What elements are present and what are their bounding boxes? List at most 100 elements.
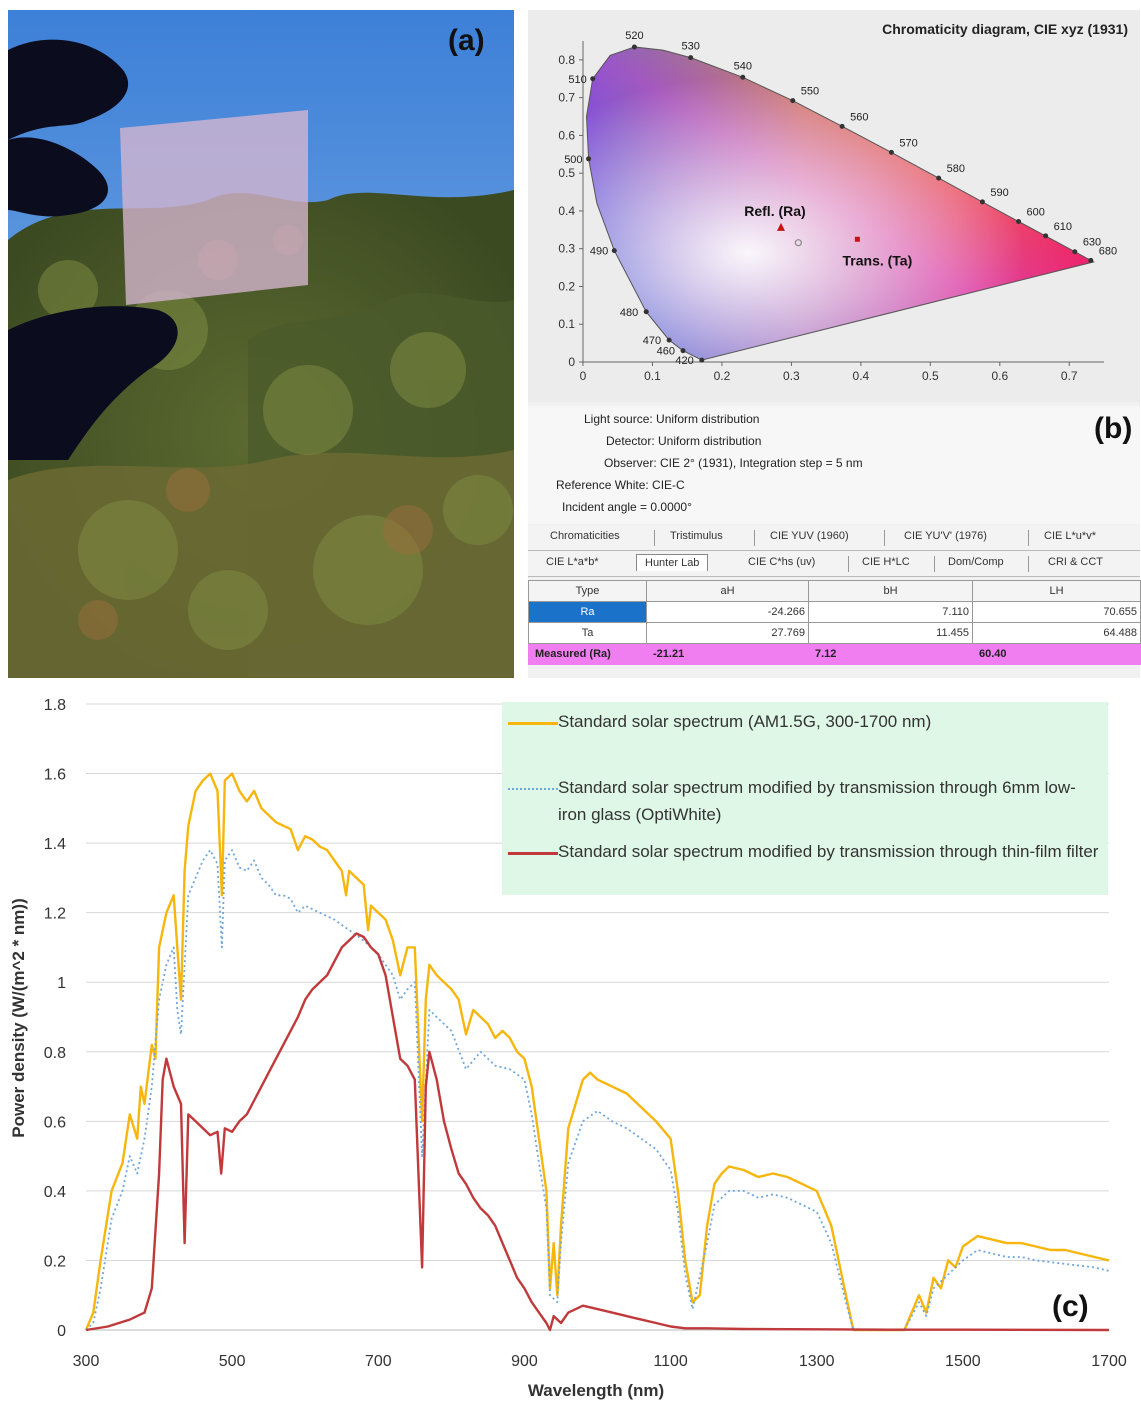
- cie-y-tick-label: 0.3: [558, 242, 575, 256]
- info-observer: Observer: CIE 2° (1931), Integration ste…: [604, 456, 863, 470]
- table-row[interactable]: Ta 27.769 11.455 64.488: [528, 622, 1141, 644]
- tab-cie-chs[interactable]: CIE C*hs (uv): [748, 556, 816, 568]
- cell-bh: 7.110: [808, 601, 973, 623]
- cell-type[interactable]: Ta: [528, 622, 647, 644]
- x-tick-label: 1500: [945, 1353, 981, 1370]
- transmission-point-label: Trans. (Ta): [843, 252, 913, 268]
- wavelength-marker: [1072, 249, 1078, 255]
- series-line-filter: [85, 932, 1110, 1332]
- x-tick-label: 1700: [1091, 1353, 1127, 1370]
- cie-y-tick-label: 0.8: [558, 53, 575, 67]
- series-line-am15g: [84, 772, 1110, 1332]
- cell-bh: 11.455: [808, 622, 973, 644]
- cie-title: Chromaticity diagram, CIE xyz (1931): [882, 21, 1128, 37]
- measured-lh: 60.40: [972, 643, 1141, 665]
- y-tick-label: 0: [57, 1323, 66, 1340]
- wavelength-marker: [590, 76, 596, 82]
- panel-label-a: (a): [448, 24, 485, 57]
- measured-label: Measured (Ra): [528, 643, 647, 665]
- wavelength-label: 510: [568, 74, 586, 86]
- tab-cri-cct[interactable]: CRI & CCT: [1048, 556, 1103, 568]
- tab-cie-luv[interactable]: CIE L*u*v*: [1044, 530, 1096, 542]
- measured-row: Measured (Ra) -21.21 7.12 60.40: [528, 643, 1141, 665]
- cie-y-tick-label: 0.5: [558, 166, 575, 180]
- tab-dom-comp[interactable]: Dom/Comp: [948, 556, 1004, 568]
- cie-plot-area: 0 0.1 0.2 0.3 0.4 0.5 0.6 0.7 0 0.1 0.2 0.3 0.4 0.5 0.…: [528, 10, 1140, 402]
- chart-series: [84, 772, 1110, 1332]
- tabs-row-2: CIE L*a*b* Hunter Lab CIE C*hs (uv) CIE …: [528, 552, 1140, 577]
- tab-cie-hlc[interactable]: CIE H*LC: [862, 556, 910, 568]
- x-tick-label: 1300: [799, 1353, 835, 1370]
- wavelength-marker: [936, 175, 942, 181]
- y-tick-label: 1.2: [44, 906, 66, 923]
- table-row[interactable]: Ra -24.266 7.110 70.655: [528, 601, 1141, 623]
- wavelength-marker: [688, 55, 694, 61]
- legend-swatch-am15g: [508, 722, 558, 725]
- header-lh[interactable]: LH: [972, 580, 1141, 602]
- tab-tristimulus[interactable]: Tristimulus: [670, 530, 723, 542]
- wavelength-marker: [790, 98, 796, 104]
- chromaticity-points: Refl. (Ra) Trans. (Ta): [744, 203, 912, 268]
- cie-x-tick-label: 0: [580, 369, 587, 383]
- photo-panel: (a): [8, 10, 514, 678]
- wavelength-marker: [888, 149, 894, 155]
- tab-cie-yuv-1960[interactable]: CIE YUV (1960): [770, 530, 849, 542]
- legend-swatch-filter: [508, 852, 558, 855]
- tab-cie-yuv-1976[interactable]: CIE YU'V' (1976): [904, 530, 987, 542]
- chart-legend: Standard solar spectrum (AM1.5G, 300-170…: [502, 702, 1108, 895]
- photo-image: [8, 10, 514, 678]
- cie-settings-info: Light source: Uniform distribution Detec…: [528, 406, 1140, 524]
- tab-cie-lab[interactable]: CIE L*a*b*: [546, 556, 599, 568]
- wavelength-label: 470: [643, 335, 661, 347]
- cie-y-tick-label: 0.6: [558, 128, 575, 142]
- reflection-point-label: Refl. (Ra): [744, 203, 805, 219]
- panel-label-c: (c): [1052, 1290, 1089, 1323]
- x-tick-label: 700: [365, 1353, 392, 1370]
- cie-x-tick-label: 0.2: [714, 369, 731, 383]
- wavelength-label: 460: [657, 346, 675, 358]
- cie-y-tick-label: 0.7: [558, 91, 575, 105]
- tab-hunter-lab[interactable]: Hunter Lab: [636, 554, 709, 571]
- series-line-glass: [85, 849, 1110, 1331]
- panel-label-b: (b): [1094, 412, 1133, 445]
- info-detector: Detector: Uniform distribution: [606, 434, 762, 448]
- wavelength-label: 600: [1027, 207, 1045, 219]
- x-tick-label: 300: [73, 1353, 100, 1370]
- header-type[interactable]: Type: [528, 580, 647, 602]
- wavelength-marker: [666, 337, 672, 343]
- spectral-locus: [585, 46, 1095, 361]
- wavelength-label: 520: [625, 30, 643, 42]
- wavelength-marker: [979, 199, 985, 205]
- cie-y-tick-label: 0.1: [558, 317, 575, 331]
- cell-type[interactable]: Ra: [528, 601, 647, 623]
- wavelength-marker: [680, 348, 686, 354]
- y-tick-label: 1: [57, 975, 66, 992]
- wavelength-marker: [643, 309, 649, 315]
- cie-y-tick-label: 0: [568, 355, 575, 369]
- header-ah[interactable]: aH: [646, 580, 809, 602]
- wavelength-marker: [631, 44, 637, 50]
- wavelength-label: 570: [899, 137, 917, 149]
- wavelength-label: 480: [620, 307, 638, 319]
- tab-chromaticities[interactable]: Chromaticities: [550, 530, 620, 542]
- x-axis-ticks: 300 500 700 900 1100 1300 1500 1700: [73, 1353, 1127, 1370]
- cell-lh: 70.655: [972, 601, 1141, 623]
- y-tick-label: 0.6: [44, 1114, 66, 1131]
- cie-axes: 0 0.1 0.2 0.3 0.4 0.5 0.6 0.7 0 0.1 0.2 0.3 0.4 0.5 0.…: [558, 41, 1104, 383]
- cell-lh: 64.488: [972, 622, 1141, 644]
- wavelength-marker: [699, 357, 705, 363]
- y-tick-label: 1.4: [44, 836, 66, 853]
- legend-label-filter: Standard solar spectrum modified by tran…: [558, 842, 1099, 861]
- wavelength-label: 420: [675, 355, 693, 367]
- y-tick-label: 0.4: [44, 1184, 66, 1201]
- x-tick-label: 1100: [653, 1353, 688, 1370]
- info-light-source: Light source: Uniform distribution: [584, 412, 760, 426]
- cie-x-tick-label: 0.4: [853, 369, 870, 383]
- wavelength-label: 630: [1083, 237, 1101, 249]
- info-reference-white: Reference White: CIE-C: [556, 478, 685, 492]
- y-tick-label: 1.6: [44, 767, 66, 784]
- wavelength-label: 490: [590, 246, 608, 258]
- header-bh[interactable]: bH: [808, 580, 973, 602]
- y-axis-label: Power density (W/(m^2 * nm)): [9, 898, 28, 1137]
